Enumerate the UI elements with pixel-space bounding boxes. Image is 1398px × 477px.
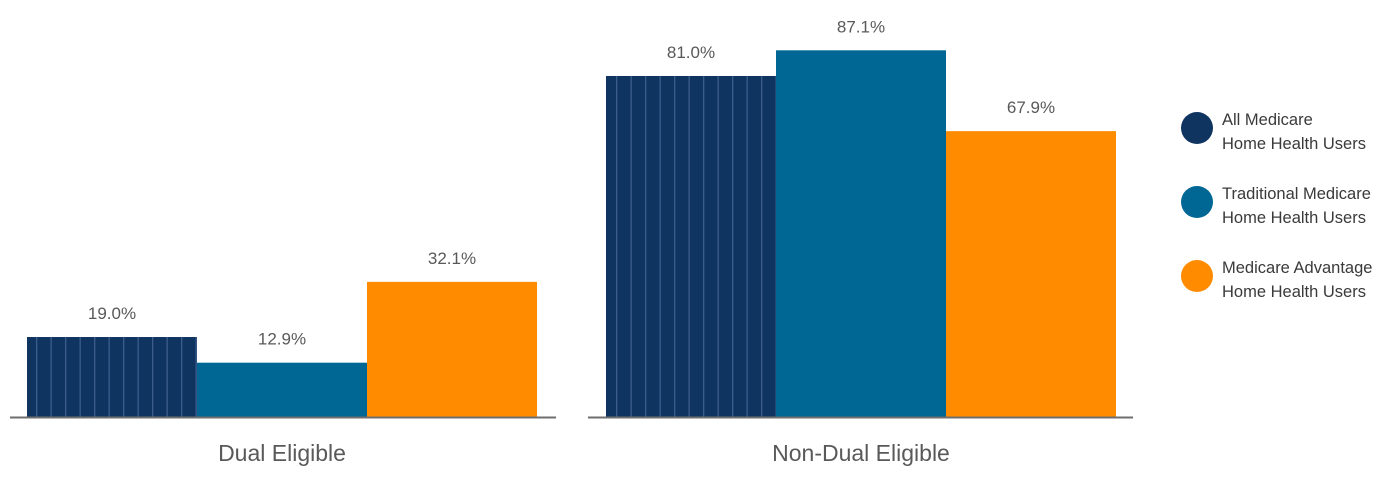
category-label: Dual Eligible	[218, 440, 346, 466]
legend-label: Home Health Users	[1222, 135, 1366, 153]
legend-swatch	[1181, 260, 1213, 292]
data-label: 87.1%	[837, 17, 885, 36]
legend-label: Home Health Users	[1222, 283, 1366, 301]
bar-non-dual-series-3	[946, 131, 1116, 418]
data-label: 67.9%	[1007, 98, 1055, 117]
bar-dual-series-3	[367, 281, 537, 417]
legend-label: Home Health Users	[1222, 209, 1366, 227]
legend-label: All Medicare	[1222, 111, 1313, 129]
data-label: 12.9%	[258, 330, 306, 349]
data-label: 32.1%	[428, 249, 476, 268]
legend-swatch	[1181, 186, 1213, 218]
legend-label: Traditional Medicare	[1222, 185, 1371, 203]
bar-non-dual-series-1	[606, 75, 776, 418]
bar-dual-series-1	[27, 337, 197, 417]
category-label: Non-Dual Eligible	[772, 440, 950, 466]
bar-dual-series-2	[197, 362, 367, 417]
legend-label: Medicare Advantage	[1222, 259, 1372, 277]
legend-swatch	[1181, 112, 1213, 144]
data-label: 19.0%	[88, 304, 136, 323]
data-label: 81.0%	[667, 43, 715, 62]
bar-non-dual-series-2	[776, 50, 946, 418]
